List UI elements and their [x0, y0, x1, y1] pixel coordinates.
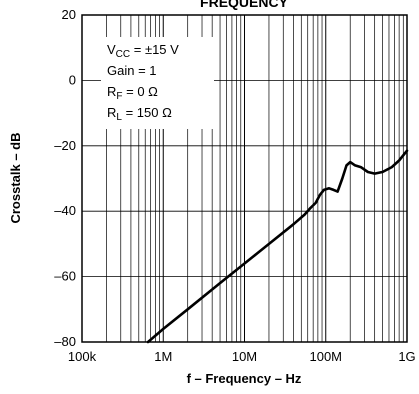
x-tick-label: 1M — [154, 349, 172, 364]
x-tick-label: 1G — [398, 349, 415, 364]
y-tick-label: –20 — [54, 138, 76, 153]
series-layer — [148, 151, 407, 342]
condition-line: Gain = 1 — [107, 63, 157, 78]
x-tick-label: 100M — [309, 349, 342, 364]
chart-title: FREQUENCY — [200, 0, 289, 10]
x-axis-title: f – Frequency – Hz — [187, 371, 302, 386]
x-tick-label: 10M — [232, 349, 257, 364]
y-tick-label: 20 — [62, 7, 76, 22]
y-tick-label: –60 — [54, 269, 76, 284]
y-tick-label: –40 — [54, 203, 76, 218]
y-tick-label: –80 — [54, 334, 76, 349]
y-axis-ticks: 20 0 –20 –40 –60 –80 — [54, 7, 76, 349]
x-tick-label: 100k — [68, 349, 97, 364]
y-tick-label: 0 — [69, 72, 76, 87]
y-axis-title: Crosstalk – dB — [8, 132, 23, 223]
x-axis-ticks: 100k 1M 10M 100M 1G — [68, 349, 416, 364]
series-line-crosstalk — [148, 151, 407, 342]
